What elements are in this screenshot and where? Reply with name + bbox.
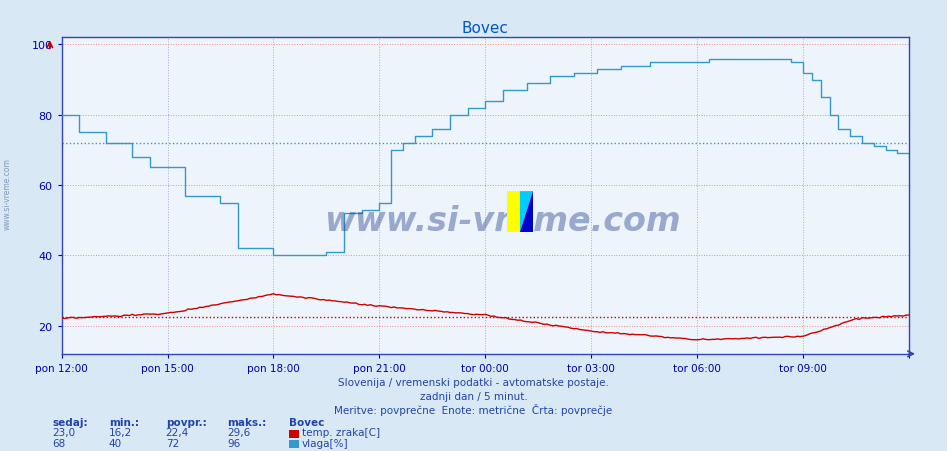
Text: 72: 72 [166, 437, 179, 447]
Text: min.:: min.: [109, 417, 139, 427]
Text: www.si-vreme.com: www.si-vreme.com [3, 158, 12, 230]
Text: temp. zraka[C]: temp. zraka[C] [302, 427, 380, 437]
Text: 22,4: 22,4 [166, 427, 189, 437]
Text: vlaga[%]: vlaga[%] [302, 437, 348, 447]
Bar [507, 192, 520, 232]
Text: zadnji dan / 5 minut.: zadnji dan / 5 minut. [420, 391, 527, 401]
Text: 68: 68 [52, 437, 65, 447]
Text: sedaj:: sedaj: [52, 417, 88, 427]
Polygon shape [520, 192, 533, 232]
Text: Slovenija / vremenski podatki - avtomatske postaje.: Slovenija / vremenski podatki - avtomats… [338, 377, 609, 387]
Text: 40: 40 [109, 437, 122, 447]
Text: www.si-vreme.com: www.si-vreme.com [324, 205, 681, 238]
Text: 23,0: 23,0 [52, 427, 75, 437]
Text: Bovec: Bovec [289, 417, 324, 427]
Text: Meritve: povprečne  Enote: metrične  Črta: povprečje: Meritve: povprečne Enote: metrične Črta:… [334, 403, 613, 414]
Text: 16,2: 16,2 [109, 427, 133, 437]
Text: maks.:: maks.: [227, 417, 266, 427]
Text: 96: 96 [227, 437, 241, 447]
Polygon shape [520, 192, 533, 232]
Title: Bovec: Bovec [462, 21, 509, 36]
Text: 29,6: 29,6 [227, 427, 251, 437]
Text: povpr.:: povpr.: [166, 417, 206, 427]
